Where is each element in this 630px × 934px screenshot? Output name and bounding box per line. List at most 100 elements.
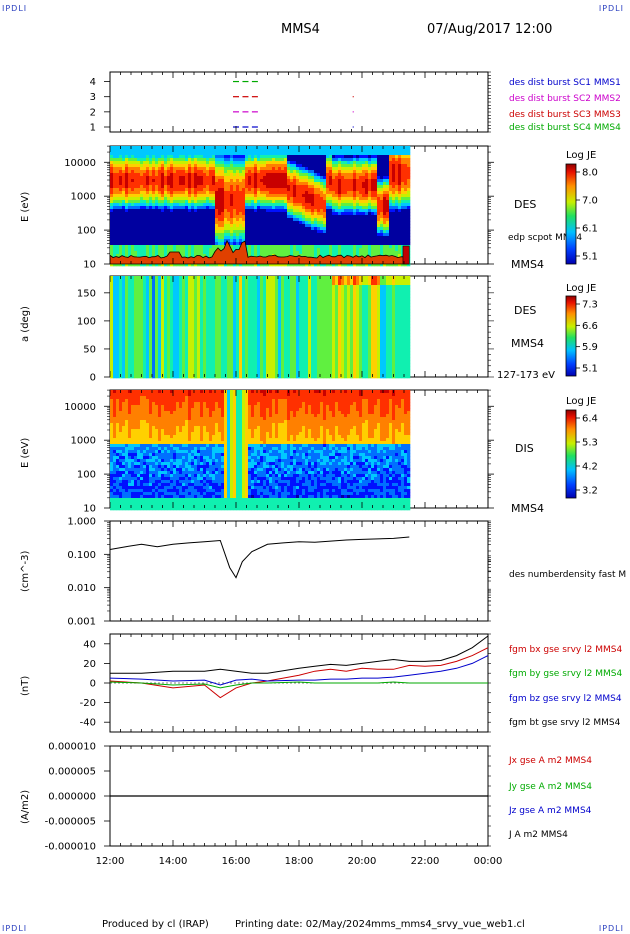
spec-pixel-des-e <box>263 230 267 234</box>
spec-pixel-des-e <box>353 167 357 171</box>
spec-pixel-des-e <box>362 173 366 177</box>
spec-pixel-des-e <box>359 176 363 180</box>
spec-pixel-des-e <box>335 209 339 213</box>
spec-pixel-des-pa <box>170 339 174 343</box>
spec-pixel-des-e <box>287 233 291 237</box>
spec-pixel-des-pa <box>119 360 123 364</box>
spec-pixel-des-e <box>359 152 363 156</box>
spec-pixel-des-pa <box>170 348 174 352</box>
spec-pixel-des-pa <box>182 303 186 307</box>
spec-pixel-des-e <box>335 161 339 165</box>
spec-pixel-des-e <box>365 242 369 246</box>
spec-pixel-des-e <box>323 236 327 240</box>
spec-pixel-des-e <box>377 215 381 219</box>
spec-pixel-des-e <box>116 242 120 246</box>
spec-pixel-des-pa <box>143 285 147 289</box>
density-legend: des numberdensity fast M <box>509 570 627 580</box>
spec-pixel-des-e <box>140 194 144 198</box>
spec-pixel-des-e <box>266 230 270 234</box>
spec-pixel-des-e <box>212 185 216 189</box>
spec-pixel-des-e <box>248 239 252 243</box>
spec-pixel-des-e <box>182 218 186 222</box>
spec-pixel-des-e <box>332 149 336 153</box>
spec-pixel-des-e <box>293 164 297 168</box>
spec-pixel-des-e <box>380 236 384 240</box>
spec-pixel-des-e <box>206 209 210 213</box>
spec-pixel-des-e <box>212 215 216 219</box>
spec-pixel-des-e <box>314 173 318 177</box>
spec-pixel-des-e <box>404 200 408 204</box>
spec-pixel-des-e <box>203 203 207 207</box>
spec-pixel-des-e <box>266 176 270 180</box>
spec-pixel-des-e <box>242 233 246 237</box>
spec-pixel-des-e <box>401 233 405 237</box>
spec-pixel-des-e <box>233 200 237 204</box>
spec-pixel-des-pa <box>179 366 183 370</box>
spec-pixel-des-pa <box>179 309 183 313</box>
spec-pixel-des-e <box>287 245 291 249</box>
spec-pixel-des-e <box>326 263 330 267</box>
spec-pixel-des-e <box>170 206 174 210</box>
spec-pixel-des-e <box>257 179 261 183</box>
spec-pixel-des-e <box>275 176 279 180</box>
spec-pixel-des-e <box>326 233 330 237</box>
spec-pixel-des-e <box>302 176 306 180</box>
spec-pixel-des-pa <box>134 324 138 328</box>
spec-pixel-des-e <box>260 203 264 207</box>
spec-pixel-des-e <box>404 233 408 237</box>
spec-pixel-des-e <box>383 194 387 198</box>
spec-pixel-des-e <box>176 188 180 192</box>
spec-pixel-des-e <box>374 248 378 252</box>
spec-pixel-des-pa <box>158 291 162 295</box>
spec-pixel-des-e <box>374 236 378 240</box>
spec-pixel-des-e <box>131 203 135 207</box>
spec-pixel-des-e <box>326 251 330 255</box>
spec-pixel-des-pa <box>182 372 186 376</box>
spec-pixel-des-e <box>137 164 141 168</box>
spec-pixel-des-e <box>377 161 381 165</box>
spec-pixel-des-e <box>287 203 291 207</box>
spec-pixel-des-pa <box>119 306 123 310</box>
spec-pixel-des-e <box>125 170 129 174</box>
spec-pixel-des-e <box>341 239 345 243</box>
spec-pixel-des-pa <box>182 288 186 292</box>
spec-pixel-des-e <box>266 152 270 156</box>
spec-pixel-des-e <box>299 233 303 237</box>
spec-pixel-des-pa <box>119 294 123 298</box>
spec-pixel-des-e <box>173 182 177 186</box>
spec-pixel-des-e <box>134 188 138 192</box>
spec-pixel-des-pa <box>158 300 162 304</box>
spec-pixel-des-e <box>347 197 351 201</box>
spec-pixel-des-pa <box>152 324 156 328</box>
spec-pixel-des-e <box>314 185 318 189</box>
spec-pixel-des-pa <box>131 315 135 319</box>
spec-pixel-des-e <box>176 263 180 267</box>
spec-pixel-des-pa <box>149 306 153 310</box>
spec-pixel-des-e <box>191 194 195 198</box>
spec-pixel-des-e <box>224 221 228 225</box>
spec-pixel-des-e <box>365 239 369 243</box>
spec-pixel-des-e <box>173 263 177 267</box>
spec-pixel-des-e <box>149 233 153 237</box>
spec-pixel-des-e <box>200 197 204 201</box>
spec-pixel-des-pa <box>116 315 120 319</box>
spec-pixel-des-e <box>167 182 171 186</box>
spec-pixel-des-e <box>407 161 411 165</box>
spec-pixel-des-e <box>233 155 237 159</box>
spec-pixel-des-e <box>254 236 258 240</box>
spec-pixel-des-e <box>236 215 240 219</box>
spec-pixel-des-e <box>167 194 171 198</box>
spec-pixel-des-e <box>308 179 312 183</box>
spec-pixel-des-e <box>392 233 396 237</box>
spec-pixel-des-pa <box>152 357 156 361</box>
spec-pixel-des-e <box>149 167 153 171</box>
spec-pixel-des-e <box>305 155 309 159</box>
spec-pixel-des-pa <box>176 291 180 295</box>
spec-pixel-des-pa <box>143 276 147 280</box>
spec-pixel-des-e <box>134 149 138 153</box>
spec-pixel-des-e <box>383 164 387 168</box>
spec-pixel-des-e <box>305 242 309 246</box>
spec-pixel-des-e <box>161 173 165 177</box>
spec-pixel-des-e <box>287 185 291 189</box>
spec-pixel-des-e <box>131 251 135 255</box>
